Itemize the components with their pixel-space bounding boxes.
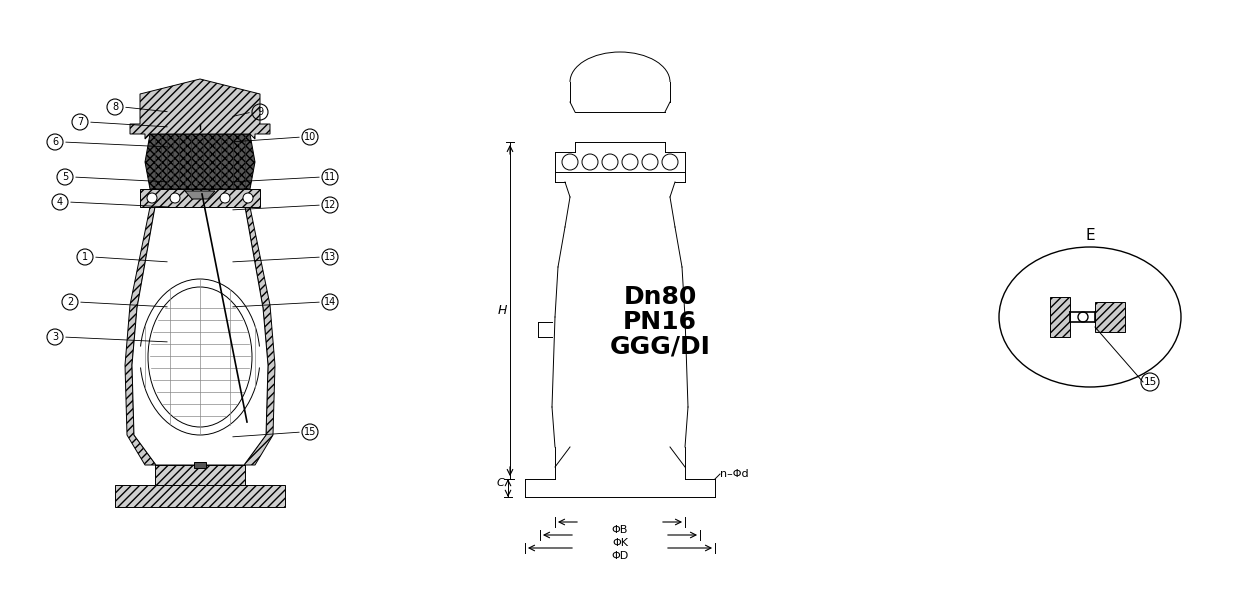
Text: 15: 15 xyxy=(304,427,316,437)
Text: n–Φd: n–Φd xyxy=(719,469,748,479)
Text: 6: 6 xyxy=(52,137,57,147)
Polygon shape xyxy=(145,134,255,189)
Text: E: E xyxy=(1085,227,1095,242)
Ellipse shape xyxy=(147,287,252,427)
Text: PN16: PN16 xyxy=(623,310,697,334)
Polygon shape xyxy=(1050,297,1070,337)
Polygon shape xyxy=(244,207,275,465)
Polygon shape xyxy=(132,207,269,465)
Text: 10: 10 xyxy=(304,132,316,142)
Polygon shape xyxy=(185,191,215,199)
Text: ΦK: ΦK xyxy=(612,538,628,548)
Text: 9: 9 xyxy=(257,107,264,117)
Circle shape xyxy=(220,193,230,203)
Text: 11: 11 xyxy=(323,172,336,182)
Text: 8: 8 xyxy=(112,102,119,112)
Ellipse shape xyxy=(999,247,1182,387)
Text: Dn80: Dn80 xyxy=(623,285,697,309)
Text: 4: 4 xyxy=(57,197,62,207)
Circle shape xyxy=(244,193,254,203)
Circle shape xyxy=(147,193,157,203)
Text: 14: 14 xyxy=(323,297,336,307)
Text: ΦD: ΦD xyxy=(611,551,628,561)
Text: 3: 3 xyxy=(52,332,57,342)
Text: 2: 2 xyxy=(67,297,74,307)
Text: ΦB: ΦB xyxy=(612,525,628,535)
Circle shape xyxy=(170,193,180,203)
Polygon shape xyxy=(115,485,285,507)
Polygon shape xyxy=(155,465,245,485)
Polygon shape xyxy=(125,207,156,465)
Text: H: H xyxy=(497,304,507,318)
Polygon shape xyxy=(1095,302,1125,332)
Polygon shape xyxy=(130,79,270,139)
Text: 5: 5 xyxy=(62,172,69,182)
Text: 7: 7 xyxy=(77,117,84,127)
Polygon shape xyxy=(140,189,260,207)
Bar xyxy=(194,462,206,468)
Text: 12: 12 xyxy=(323,200,336,210)
Text: 15: 15 xyxy=(1143,377,1157,387)
Text: GGG/DI: GGG/DI xyxy=(610,335,711,359)
Text: C: C xyxy=(496,478,503,488)
Text: 13: 13 xyxy=(323,252,336,262)
Text: 1: 1 xyxy=(82,252,89,262)
